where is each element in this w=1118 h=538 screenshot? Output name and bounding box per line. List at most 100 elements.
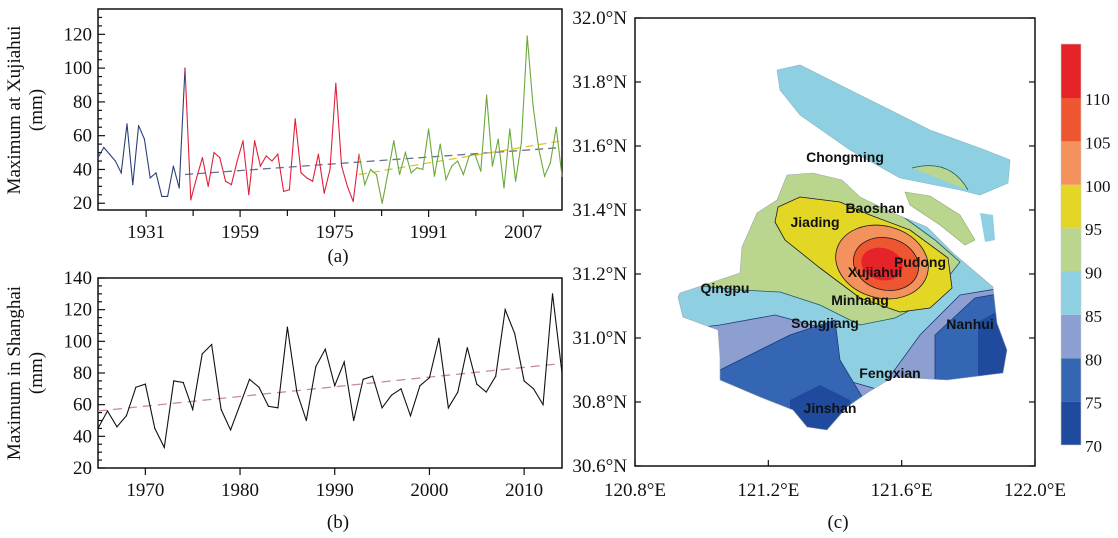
- y-tick-label: 40: [73, 426, 92, 447]
- data-point: [523, 380, 525, 382]
- colorbar-band: [1061, 401, 1081, 445]
- data-point: [248, 378, 251, 380]
- period-3-point: [416, 167, 418, 169]
- lat-label: 30.6°N: [572, 456, 627, 477]
- district-label-fengxian: Fengxian: [859, 365, 920, 381]
- data-point: [390, 394, 393, 396]
- chart-b-frame: [97, 277, 563, 469]
- chart-a-caption: (a): [327, 246, 348, 267]
- data-point: [466, 347, 468, 349]
- period-1-point: [97, 157, 99, 159]
- recent-trend-line: [358, 140, 563, 176]
- period-1-point: [132, 184, 134, 186]
- period-3-point: [480, 170, 482, 172]
- period-2-point: [346, 185, 348, 187]
- colorbar-label: 100: [1085, 177, 1111, 196]
- lat-label: 32.0°N: [572, 8, 627, 29]
- period-2-point: [254, 140, 256, 142]
- x-tick-label: 1970: [126, 480, 164, 501]
- period-2-point: [219, 157, 221, 159]
- period-1-point: [149, 177, 151, 179]
- chongming-contour-90: [911, 165, 969, 191]
- district-label-jinshan: Jinshan: [804, 400, 857, 416]
- period-3-point: [491, 165, 493, 167]
- lon-label: 122.0°E: [1004, 480, 1066, 501]
- data-point: [438, 337, 440, 339]
- period-3-point: [393, 140, 395, 142]
- period-2-point: [323, 192, 325, 194]
- period-1-point: [114, 160, 116, 162]
- period-3-point: [381, 202, 383, 204]
- y-tick-label: 120: [64, 24, 93, 45]
- map-frame: [634, 17, 1036, 467]
- data-point: [400, 388, 402, 390]
- y-tick-label: 40: [73, 159, 92, 180]
- data-point: [409, 415, 412, 417]
- period-3-point: [474, 153, 476, 155]
- chart-b-ylabel-unit: (mm): [26, 352, 47, 394]
- period-2-point: [190, 199, 192, 201]
- chart-a-frame: [97, 8, 563, 211]
- period-2-point: [265, 155, 267, 157]
- y-tick-label: 80: [73, 363, 92, 384]
- data-point: [362, 378, 364, 380]
- x-tick-label: 2007: [504, 222, 542, 243]
- data-point: [542, 404, 544, 406]
- chart-b-ylabel: Maximum in Shanghai: [4, 286, 25, 460]
- period-3-point: [428, 128, 430, 130]
- data-point: [286, 326, 288, 328]
- period-2-point: [259, 165, 261, 167]
- x-tick-label: 1959: [221, 222, 259, 243]
- chart-a: 20 40 60 80 100 120 1931 1959 1975 1991 2007 Maxim…: [4, 8, 563, 267]
- colorbar-label: 105: [1085, 133, 1111, 152]
- data-point: [447, 407, 449, 409]
- data-point: [229, 429, 232, 431]
- data-point: [192, 408, 194, 411]
- colorbar-label: 75: [1085, 394, 1102, 413]
- period-2-point: [230, 184, 232, 186]
- data-point: [419, 385, 421, 387]
- period-1-point: [172, 165, 174, 167]
- data-point: [343, 361, 345, 363]
- period-2-point: [341, 165, 343, 167]
- period-3-point: [375, 173, 377, 176]
- data-point: [239, 404, 241, 406]
- y-tick-label: 120: [64, 300, 93, 321]
- data-point: [116, 426, 118, 428]
- data-point: [514, 332, 516, 335]
- period-3-point: [549, 162, 552, 164]
- colorbar-band: [1061, 98, 1081, 142]
- district-label-jiading: Jiading: [790, 214, 839, 230]
- period-2-point: [213, 151, 215, 154]
- y-tick-label: 100: [64, 58, 93, 79]
- district-label-baoshan: Baoshan: [845, 200, 904, 216]
- data-point: [381, 407, 383, 409]
- data-point: [372, 375, 374, 377]
- lat-label: 30.8°N: [572, 392, 627, 413]
- changxing-island: [904, 191, 976, 246]
- period-3-point: [439, 143, 441, 145]
- data-point: [532, 388, 535, 390]
- chongming-island: [776, 64, 1011, 196]
- y-tick-label: 80: [73, 92, 92, 113]
- district-label-qingpu: Qingpu: [701, 280, 750, 296]
- period-2-point: [201, 157, 203, 159]
- lat-label: 31.0°N: [572, 328, 627, 349]
- period-2-line: [184, 68, 360, 202]
- colorbar-label: 95: [1085, 220, 1102, 239]
- period-3-point: [404, 151, 406, 154]
- chart-b-caption: (b): [327, 512, 349, 533]
- period-3-point: [526, 35, 528, 37]
- period-3-point: [468, 155, 470, 157]
- x-tick-label: 1990: [316, 480, 354, 501]
- data-point: [182, 381, 184, 384]
- lat-label: 31.6°N: [572, 136, 627, 157]
- period-2-point: [306, 177, 308, 179]
- colorbar-frame: [1060, 43, 1082, 446]
- data-point: [504, 309, 506, 311]
- period-3-point: [544, 175, 546, 177]
- data-point: [173, 380, 175, 382]
- data-point: [106, 410, 109, 412]
- period-2-point: [277, 153, 279, 155]
